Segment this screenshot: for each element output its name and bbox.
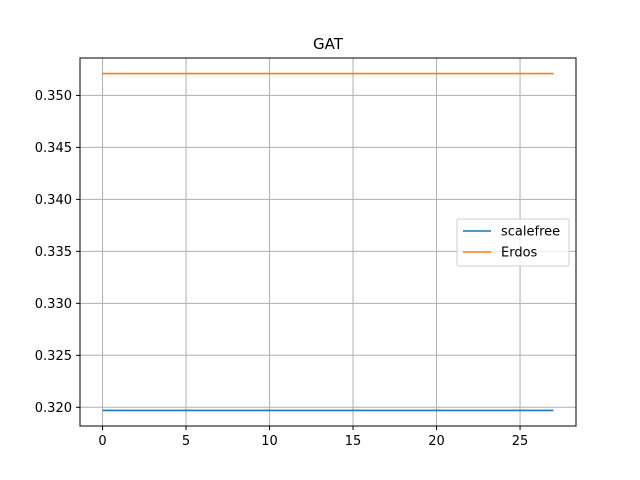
- chart-title: GAT: [313, 35, 344, 53]
- y-tick-label: 0.320: [35, 401, 72, 416]
- x-tick-label: 15: [345, 434, 362, 449]
- y-axis: 0.320 0.325 0.330 0.335 0.340 0.345 0.350: [35, 89, 80, 416]
- y-tick-label: 0.330: [35, 297, 72, 312]
- x-tick-label: 25: [512, 434, 529, 449]
- y-tick-label: 0.325: [35, 349, 72, 364]
- x-tick-label: 10: [261, 434, 278, 449]
- y-tick-label: 0.340: [35, 193, 72, 208]
- series-layer: [102, 72, 554, 412]
- x-tick-label: 5: [182, 434, 190, 449]
- x-axis: 0 5 10 15 20 25: [98, 426, 528, 449]
- y-tick-label: 0.345: [35, 141, 72, 156]
- legend-label: Erdos: [501, 246, 538, 261]
- legend-label: scalefree: [501, 225, 560, 240]
- y-tick-label: 0.350: [35, 89, 72, 104]
- plot-frame: [79, 57, 577, 427]
- x-tick-label: 0: [98, 434, 106, 449]
- y-tick-label: 0.335: [35, 245, 72, 260]
- legend: scalefree Erdos: [456, 218, 570, 267]
- x-tick-label: 20: [428, 434, 445, 449]
